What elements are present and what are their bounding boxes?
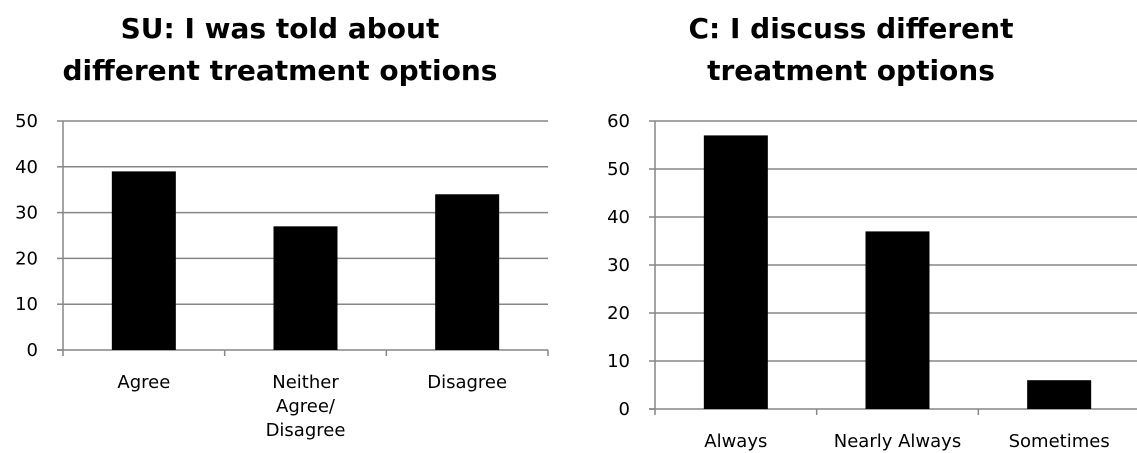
bar — [865, 231, 930, 409]
chart-title: SU: I was told about different treatment… — [62, 12, 498, 87]
bar — [111, 171, 176, 350]
bar — [435, 194, 500, 350]
y-tick-label: 30 — [15, 203, 38, 224]
y-tick-label: 50 — [607, 159, 630, 180]
y-tick-label: 20 — [15, 248, 38, 269]
chart-plot-area: 0 10 20 30 40 50 60 Always Nearly Always Sometime… — [607, 111, 1137, 452]
chart-su-treatment-options: SU: I was told about different treatment… — [0, 0, 560, 453]
category-label: Neither Agree/Disagree — [266, 372, 346, 441]
chart-plot-area: 0 10 20 30 40 50 Agree Neither Agree/Disagree Dis… — [15, 111, 549, 441]
y-tick-label: 40 — [15, 157, 38, 178]
bar — [1027, 380, 1092, 409]
category-label: Disagree — [427, 372, 507, 393]
y-tick-label: 10 — [607, 351, 630, 372]
y-tick-label: 0 — [619, 399, 630, 420]
chart-c-treatment-options: C: I discuss different treatment options… — [565, 0, 1137, 453]
y-tick-label: 50 — [15, 111, 38, 132]
bar — [703, 135, 768, 409]
y-tick-label: 0 — [27, 340, 38, 361]
chart-title: C: I discuss different treatment options — [688, 12, 1014, 87]
y-tick-label: 30 — [607, 255, 630, 276]
category-label: Always — [704, 431, 767, 452]
y-tick-label: 10 — [15, 294, 38, 315]
y-tick-label: 40 — [607, 207, 630, 228]
y-tick-label: 20 — [607, 303, 630, 324]
bar — [273, 226, 338, 350]
y-tick-label: 60 — [607, 111, 630, 132]
category-label: Sometimes — [1009, 431, 1110, 452]
category-label: Nearly Always — [834, 431, 961, 452]
category-label: Agree — [117, 372, 170, 393]
